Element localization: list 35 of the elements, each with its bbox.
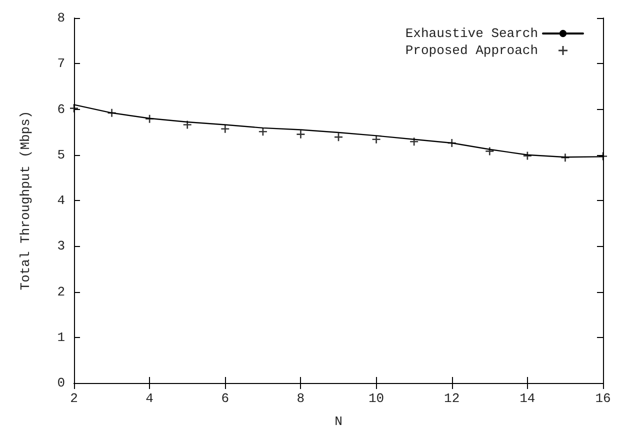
x-axis-title: N (334, 414, 342, 429)
x-tick-label: 16 (595, 391, 611, 406)
y-tick-label: 7 (57, 56, 65, 72)
y-tick-label: 2 (57, 284, 65, 300)
point (372, 135, 380, 144)
x-tick-label: 8 (296, 391, 305, 406)
y-tick-label: 0 (57, 376, 65, 390)
y-tick-label: 8 (57, 10, 65, 26)
legend-label: Exhaustive Search (405, 26, 538, 41)
point (410, 138, 418, 146)
x-tick-label: 14 (520, 391, 536, 406)
point (523, 152, 532, 160)
point (258, 128, 267, 136)
y-tick-label: 5 (57, 147, 65, 162)
point (599, 152, 607, 160)
y-tick-label: 3 (57, 238, 65, 254)
x-tick-label: 10 (368, 391, 384, 406)
point (183, 120, 192, 129)
y-tick-label: 4 (57, 193, 66, 208)
x-tick-label: 6 (221, 391, 230, 406)
x-tick-label: 4 (146, 391, 154, 406)
point (296, 130, 305, 138)
point (70, 104, 78, 112)
legend-label: Proposed Approach (405, 43, 538, 58)
point (561, 154, 570, 162)
point (221, 124, 230, 133)
point (146, 114, 154, 123)
y-tick-label: 6 (57, 102, 65, 117)
x-tick-label: 12 (444, 391, 460, 406)
y-tick-label: 1 (57, 330, 66, 345)
point (448, 139, 456, 148)
point (108, 108, 116, 117)
y-axis-title: Total Throughput (Mbps) (18, 110, 33, 290)
x-tick-label: 2 (70, 391, 78, 406)
point (486, 147, 494, 156)
